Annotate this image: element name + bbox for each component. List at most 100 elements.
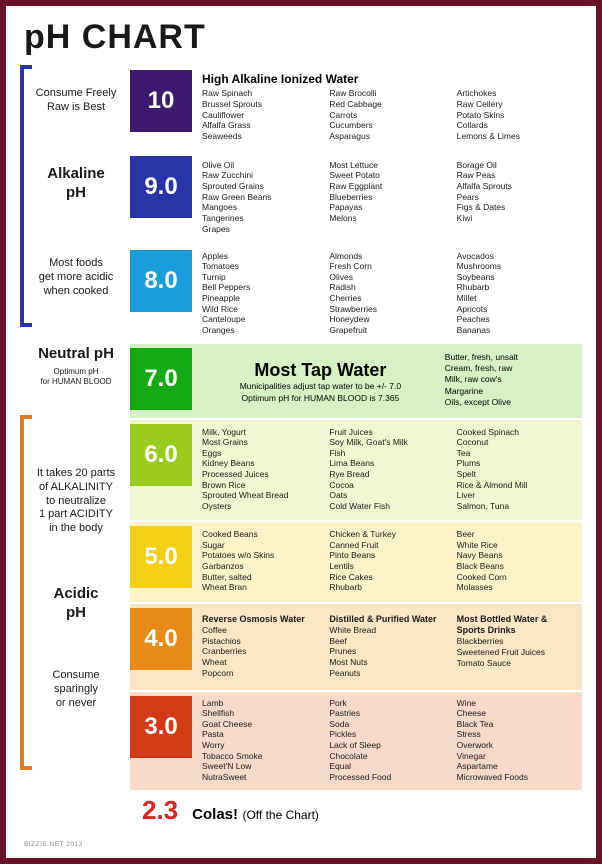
food-item: Raw Eggplant — [329, 181, 450, 192]
food-col: Olive OilRaw ZucchiniSprouted GrainsRaw … — [202, 160, 323, 234]
food-item: Lack of Sleep — [329, 740, 450, 751]
food-item: Most Grains — [202, 437, 323, 448]
food-item: Equal — [329, 761, 450, 772]
ph-value-box: 10 — [130, 70, 192, 132]
food-item: Garbanzos — [202, 561, 323, 572]
food-item: Processed Juices — [202, 469, 323, 480]
food-item: Tobacco Smoke — [202, 751, 323, 762]
food-col: Chicken & TurkeyCanned FruitPinto BeansL… — [329, 529, 450, 593]
food-item: Pastries — [329, 708, 450, 719]
food-item: Spelt — [457, 469, 578, 480]
food-col: Cooked SpinachCoconutTeaPlumsSpeltRice &… — [457, 427, 578, 512]
food-item: Tomatoes — [202, 261, 323, 272]
food-item: Apricots — [457, 304, 578, 315]
foods-block: Olive OilRaw ZucchiniSprouted GrainsRaw … — [202, 156, 582, 238]
food-item: Cooked Beans — [202, 529, 323, 540]
food-item: Milk, Yogurt — [202, 427, 323, 438]
food-item: Rice Cakes — [329, 572, 450, 583]
ph-row: 4.0Reverse Osmosis WaterCoffeePistachios… — [130, 604, 582, 690]
food-item: Raw Spinach — [202, 88, 323, 99]
food-item: Mushrooms — [457, 261, 578, 272]
food-item: Carrots — [329, 110, 450, 121]
food-item: Pistachios — [202, 636, 323, 647]
food-item: Blackberries — [457, 636, 578, 647]
rail-label: Optimum pHfor HUMAN BLOOD — [26, 367, 126, 387]
food-item: Microwaved Foods — [457, 772, 578, 783]
food-item: Almonds — [329, 251, 450, 262]
food-item: Potato Skins — [457, 110, 578, 121]
food-col: ArtichokesRaw CelleryPotato SkinsCollard… — [457, 88, 578, 141]
ph-row: 3.0LambShellfishGoat CheesePastaWorryTob… — [130, 692, 582, 790]
food-item: Lemons & Limes — [457, 131, 578, 142]
food-item: Worry — [202, 740, 323, 751]
food-item: Honeydew — [329, 314, 450, 325]
food-item: Raw Cellery — [457, 99, 578, 110]
food-item: Bell Peppers — [202, 282, 323, 293]
left-rail: Consume FreelyRaw is BestAlkalinepHMost … — [20, 65, 130, 791]
food-item: Wheat Bran — [202, 582, 323, 593]
food-item: Canteloupe — [202, 314, 323, 325]
food-item: Fish — [329, 448, 450, 459]
food-item: Soybeans — [457, 272, 578, 283]
food-item: NutraSweet — [202, 772, 323, 783]
food-item: Borage Oil — [457, 160, 578, 171]
food-item: Grapefruit — [329, 325, 450, 336]
food-col: Cooked BeansSugarPotatoes w/o SkinsGarba… — [202, 529, 323, 593]
food-col: Reverse Osmosis WaterCoffeePistachiosCra… — [202, 614, 323, 678]
food-item: Aspartame — [457, 761, 578, 772]
food-item: Olive Oil — [202, 160, 323, 171]
rail-label: Consume FreelyRaw is Best — [26, 87, 126, 115]
food-item: Coconut — [457, 437, 578, 448]
food-item: Collards — [457, 120, 578, 131]
ph-row: 10 High Alkaline Ionized Water Raw Spinach… — [130, 66, 582, 150]
food-item: Kiwi — [457, 213, 578, 224]
food-item: Cheese — [457, 708, 578, 719]
foods-block: Cooked BeansSugarPotatoes w/o SkinsGarba… — [202, 526, 582, 596]
food-item: Figs & Dates — [457, 202, 578, 213]
ph-value-box: 4.0 — [130, 608, 192, 670]
food-item: Alfalfa Grass — [202, 120, 323, 131]
ph-value-box: 3.0 — [130, 696, 192, 758]
food-item: Vinegar — [457, 751, 578, 762]
food-col: Raw BrocolliRed CabbageCarrotsCucumbersA… — [329, 88, 450, 141]
food-item: Overwork — [457, 740, 578, 751]
food-item: Cooked Spinach — [457, 427, 578, 438]
food-item: Raw Peas — [457, 170, 578, 181]
food-item: Shellfish — [202, 708, 323, 719]
food-item: Artichokes — [457, 88, 578, 99]
bottom-line: 2.3 Colas! (Off the Chart) — [20, 795, 582, 826]
food-item: Kidney Beans — [202, 458, 323, 469]
ph-value-box: 8.0 — [130, 250, 192, 312]
food-col: ApplesTomatoesTurnipBell PeppersPineappl… — [202, 251, 323, 336]
food-item: Asparagus — [329, 131, 450, 142]
food-item: Melons — [329, 213, 450, 224]
food-item: Radish — [329, 282, 450, 293]
rail-label: Consumesparinglyor never — [26, 669, 126, 710]
food-item: Rice & Almond Mill — [457, 480, 578, 491]
foods-header: High Alkaline Ionized Water — [202, 72, 578, 86]
food-item: Most Lettuce — [329, 160, 450, 171]
food-item: Lamb — [202, 698, 323, 709]
food-item: Sugar — [202, 540, 323, 551]
food-item: Liver — [457, 490, 578, 501]
food-item: Soda — [329, 719, 450, 730]
food-item: Fruit Juices — [329, 427, 450, 438]
ph-row: 8.0ApplesTomatoesTurnipBell PeppersPinea… — [130, 246, 582, 342]
food-item: Canned Fruit — [329, 540, 450, 551]
food-item: White Bread — [329, 625, 450, 636]
food-col: Milk, YogurtMost GrainsEggsKidney BeansP… — [202, 427, 323, 512]
food-item: Rhubarb — [457, 282, 578, 293]
food-item: Popcorn — [202, 668, 323, 679]
food-item: Chicken & Turkey — [329, 529, 450, 540]
foods-block: ApplesTomatoesTurnipBell PeppersPineappl… — [202, 250, 582, 336]
food-item: Bananas — [457, 325, 578, 336]
food-item: Wild Rice — [202, 304, 323, 315]
food-col: Most Bottled Water & Sports DrinksBlackb… — [457, 614, 578, 678]
chart-body: Consume FreelyRaw is BestAlkalinepHMost … — [20, 65, 582, 791]
ph-chart-frame: pH CHART Consume FreelyRaw is BestAlkali… — [0, 0, 602, 864]
food-item: Beer — [457, 529, 578, 540]
food-item: Tomato Sauce — [457, 658, 578, 669]
food-item: Oranges — [202, 325, 323, 336]
food-item: Brown Rice — [202, 480, 323, 491]
ph-row: 7.0Most Tap WaterMunicipalities adjust t… — [130, 344, 582, 418]
